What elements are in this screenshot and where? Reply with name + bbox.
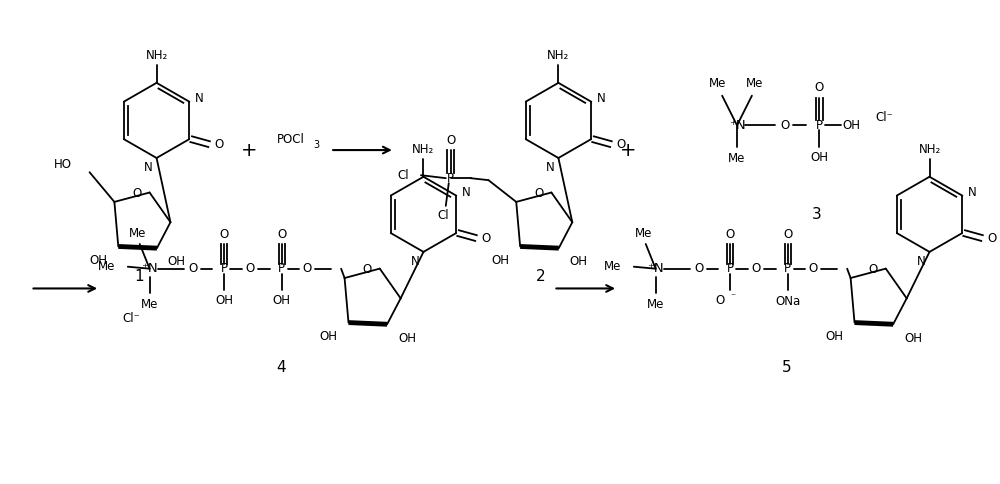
Text: N: N [546, 161, 555, 174]
Text: 5: 5 [782, 360, 791, 375]
Text: OH: OH [810, 151, 828, 165]
Text: P: P [816, 119, 823, 132]
Text: ⁻: ⁻ [730, 292, 736, 302]
Text: P: P [727, 262, 734, 275]
Text: 1: 1 [134, 269, 144, 284]
Text: POCl: POCl [277, 133, 304, 146]
Text: OH: OH [904, 332, 922, 345]
Text: O: O [189, 262, 198, 275]
Text: O: O [481, 231, 491, 244]
Text: NH₂: NH₂ [918, 143, 941, 155]
Text: OH: OH [398, 332, 416, 345]
Text: OH: OH [320, 330, 338, 343]
Text: N: N [917, 255, 926, 268]
Text: N: N [597, 92, 605, 105]
Text: Cl⁻: Cl⁻ [875, 111, 893, 124]
Text: N: N [462, 186, 470, 199]
Text: Me: Me [604, 260, 621, 273]
Text: O: O [780, 119, 789, 132]
Text: Me: Me [746, 77, 764, 91]
Text: NH₂: NH₂ [412, 143, 435, 155]
Text: Me: Me [141, 298, 158, 311]
Text: O: O [815, 81, 824, 94]
Text: O: O [987, 231, 997, 244]
Text: N: N [144, 161, 153, 174]
Text: NH₂: NH₂ [145, 49, 168, 61]
Text: Cl: Cl [437, 209, 449, 222]
Text: O: O [132, 187, 142, 200]
Text: NH₂: NH₂ [547, 49, 570, 61]
Text: OH: OH [826, 330, 844, 343]
Text: O: O [363, 263, 372, 276]
Text: O: O [716, 294, 725, 307]
Text: O: O [751, 262, 760, 275]
Text: OH: OH [215, 294, 233, 307]
Text: N: N [195, 92, 204, 105]
Text: 2: 2 [536, 269, 545, 284]
Text: O: O [695, 262, 704, 275]
Text: O: O [219, 227, 229, 241]
Text: N: N [411, 255, 420, 268]
Text: Me: Me [635, 227, 652, 240]
Text: Cl⁻: Cl⁻ [123, 312, 141, 325]
Text: O: O [869, 263, 878, 276]
Text: O: O [783, 227, 792, 241]
Text: O: O [809, 262, 818, 275]
Text: +: + [241, 140, 257, 160]
Text: Me: Me [98, 260, 115, 273]
Text: Me: Me [708, 77, 726, 91]
Text: 3: 3 [812, 207, 821, 222]
Text: O: O [616, 137, 625, 151]
Text: O: O [725, 227, 735, 241]
Text: O: O [214, 137, 224, 151]
Text: O: O [446, 134, 455, 147]
Text: Me: Me [728, 152, 746, 166]
Text: ⁺N: ⁺N [729, 119, 745, 132]
Text: OH: OH [842, 119, 860, 132]
Text: OH: OH [570, 256, 588, 269]
Text: P: P [221, 262, 228, 275]
Text: N: N [968, 186, 976, 199]
Text: Cl: Cl [397, 169, 409, 182]
Text: 3: 3 [313, 140, 319, 150]
Text: OH: OH [491, 254, 509, 267]
Text: O: O [303, 262, 312, 275]
Text: ⁺N: ⁺N [141, 262, 158, 275]
Text: P: P [784, 262, 791, 275]
Text: +: + [620, 140, 636, 160]
Text: ⁺N: ⁺N [647, 262, 664, 275]
Text: Me: Me [129, 227, 146, 240]
Text: OH: OH [89, 254, 107, 267]
Text: P: P [447, 172, 454, 185]
Text: O: O [277, 227, 286, 241]
Text: OH: OH [273, 294, 291, 307]
Text: O: O [534, 187, 543, 200]
Text: OH: OH [168, 256, 186, 269]
Text: P: P [278, 262, 285, 275]
Text: ONa: ONa [775, 295, 800, 308]
Text: 4: 4 [276, 360, 285, 375]
Text: O: O [245, 262, 254, 275]
Text: Me: Me [647, 298, 664, 311]
Text: HO: HO [54, 158, 72, 171]
